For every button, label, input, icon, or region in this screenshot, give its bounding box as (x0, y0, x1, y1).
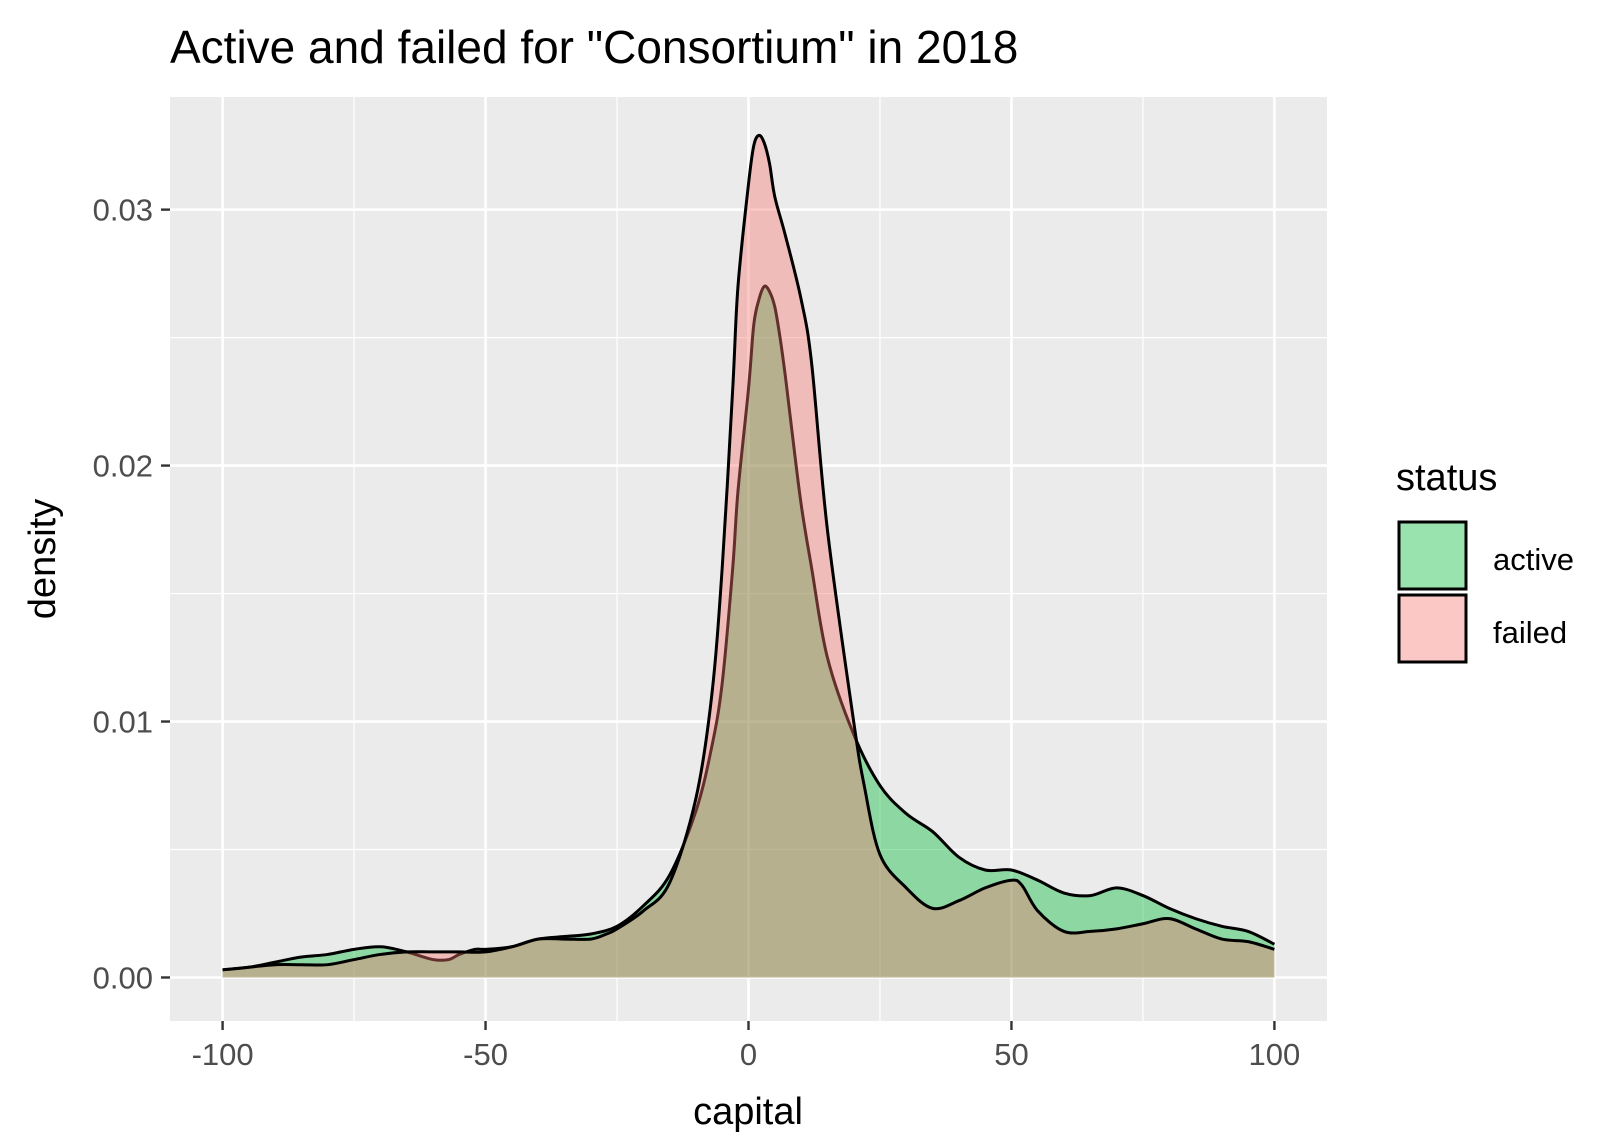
density-areas (222, 133, 1276, 978)
legend-label-active: active (1493, 542, 1574, 577)
x-tick-label: -50 (463, 1037, 508, 1072)
y-tick-label: 0.02 (93, 449, 153, 484)
chart-title: Active and failed for "Consortium" in 20… (170, 21, 1018, 73)
density-line-failed (222, 133, 1275, 972)
y-tick-label: 0.00 (93, 960, 153, 995)
legend-item-failed: failed (1397, 593, 1567, 664)
gridlines (170, 97, 1327, 1021)
legend-title: status (1396, 457, 1497, 499)
x-tick-label: 100 (1249, 1037, 1301, 1072)
x-tick-label: 0 (740, 1037, 757, 1072)
axes: -100 -50 0 50 100 0.00 0.01 0.02 0.03 (93, 193, 1301, 1072)
density-area-active (222, 286, 1275, 978)
y-tick-label: 0.03 (93, 193, 153, 228)
y-tick-label: 0.01 (93, 705, 153, 740)
density-line-active (222, 284, 1276, 972)
legend-item-active: active (1397, 520, 1574, 591)
density-area-failed (222, 135, 1275, 978)
legend: status active failed (1396, 457, 1574, 664)
x-axis-title: capital (693, 1091, 803, 1133)
legend-key-failed (1397, 593, 1468, 664)
x-tick-label: -100 (192, 1037, 254, 1072)
x-tick-label: 50 (994, 1037, 1028, 1072)
legend-label-failed: failed (1493, 615, 1567, 650)
legend-key-active (1397, 520, 1468, 591)
y-axis-title: density (22, 499, 64, 619)
